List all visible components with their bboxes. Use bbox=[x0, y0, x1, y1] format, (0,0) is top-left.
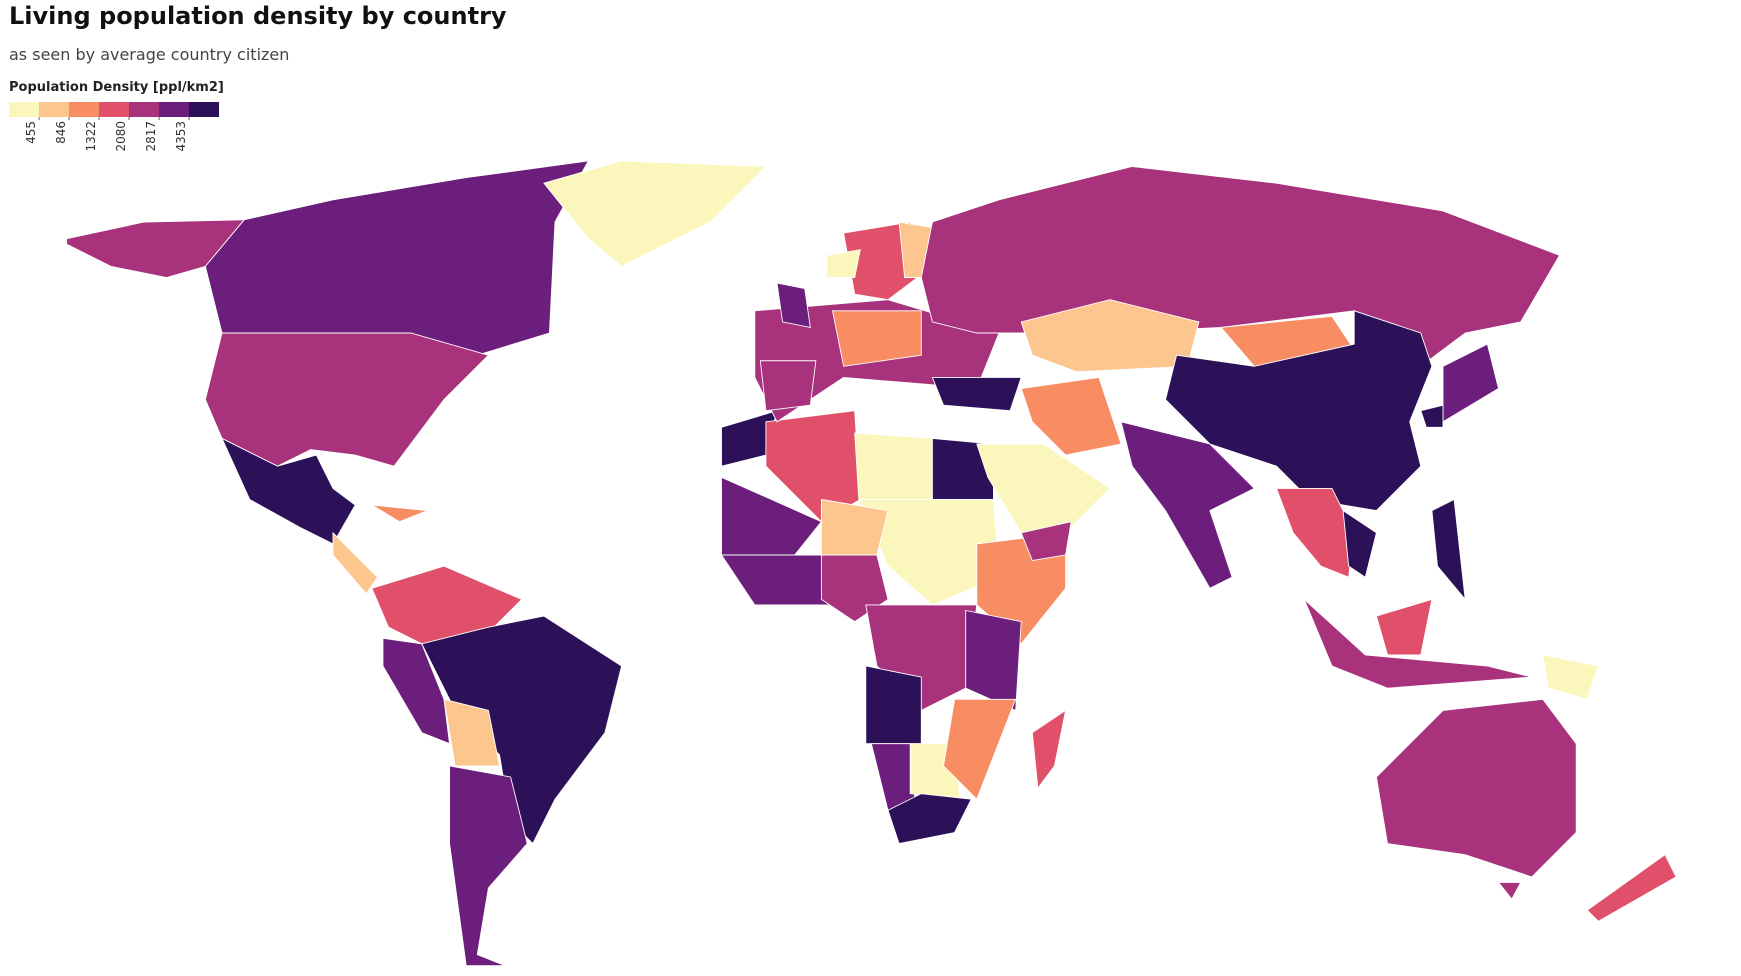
country bbox=[943, 698, 1017, 800]
country bbox=[204, 160, 590, 356]
country bbox=[865, 604, 978, 711]
legend-swatch bbox=[69, 102, 99, 117]
country bbox=[1442, 343, 1500, 423]
country bbox=[826, 249, 861, 278]
country bbox=[1375, 598, 1433, 656]
country bbox=[332, 531, 378, 595]
country bbox=[66, 219, 246, 278]
legend-tick-label: 2817 bbox=[144, 121, 158, 152]
legend-tick-label: 4353 bbox=[174, 121, 188, 152]
country bbox=[720, 554, 834, 606]
country bbox=[221, 437, 356, 545]
legend-tick-label: 1322 bbox=[84, 121, 98, 152]
country bbox=[1120, 421, 1256, 589]
country bbox=[931, 376, 1022, 412]
country bbox=[543, 160, 767, 267]
country bbox=[1375, 698, 1577, 878]
country bbox=[1586, 854, 1677, 922]
legend: 455 846 1322 2080 2817 4353 bbox=[9, 102, 219, 152]
legend-swatch bbox=[99, 102, 129, 117]
country bbox=[859, 499, 1000, 606]
country bbox=[965, 609, 1022, 712]
country bbox=[449, 765, 528, 967]
subtitle: as seen by average country citizen bbox=[9, 45, 289, 64]
legend-tick-label: 2080 bbox=[114, 121, 128, 152]
legend-tick-label: 846 bbox=[54, 121, 68, 144]
legend-swatch bbox=[189, 102, 219, 117]
country bbox=[1031, 709, 1067, 790]
country bbox=[1020, 376, 1122, 456]
country bbox=[1165, 310, 1433, 512]
country bbox=[759, 360, 817, 412]
country bbox=[1342, 509, 1377, 578]
country bbox=[1020, 521, 1072, 562]
country bbox=[976, 443, 1111, 534]
country bbox=[1275, 487, 1355, 578]
country bbox=[1431, 498, 1466, 601]
country bbox=[865, 665, 922, 745]
country bbox=[204, 332, 490, 467]
world-map bbox=[66, 160, 1677, 967]
legend-swatch bbox=[159, 102, 189, 117]
legend-swatch bbox=[9, 102, 39, 117]
legend-swatch bbox=[129, 102, 159, 117]
country bbox=[1497, 882, 1522, 900]
country bbox=[1303, 599, 1532, 689]
country bbox=[887, 793, 972, 845]
legend-tick-label: 455 bbox=[24, 121, 38, 144]
country bbox=[443, 698, 501, 767]
country bbox=[831, 310, 922, 367]
country bbox=[1420, 404, 1444, 428]
title: Living population density by country bbox=[9, 2, 507, 30]
legend-swatch bbox=[39, 102, 69, 117]
country bbox=[1542, 654, 1599, 700]
country bbox=[371, 504, 428, 523]
legend-title: Population Density [ppl/km2] bbox=[9, 80, 224, 95]
country bbox=[776, 282, 811, 329]
